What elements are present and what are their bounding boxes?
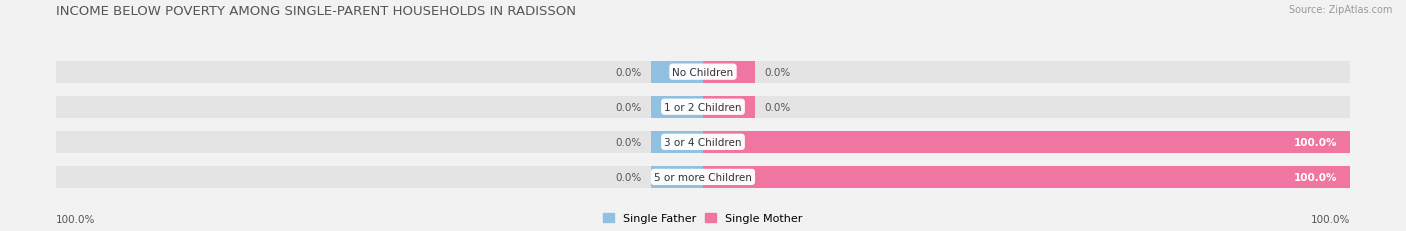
Text: 100.0%: 100.0% (1310, 214, 1350, 225)
Bar (651, 131, 703, 153)
Bar (56, 97, 703, 118)
Text: 0.0%: 0.0% (616, 67, 641, 77)
Text: 100.0%: 100.0% (1294, 172, 1337, 182)
Bar (703, 97, 755, 118)
Bar (703, 97, 1350, 118)
Bar (703, 166, 1350, 188)
Text: 0.0%: 0.0% (765, 102, 790, 112)
Bar (703, 61, 755, 83)
Text: 0.0%: 0.0% (616, 172, 641, 182)
Text: 100.0%: 100.0% (56, 214, 96, 225)
Text: Source: ZipAtlas.com: Source: ZipAtlas.com (1288, 5, 1392, 15)
Bar (56, 131, 703, 153)
Text: 1 or 2 Children: 1 or 2 Children (664, 102, 742, 112)
Bar (703, 131, 1350, 153)
Bar (651, 166, 703, 188)
Text: INCOME BELOW POVERTY AMONG SINGLE-PARENT HOUSEHOLDS IN RADISSON: INCOME BELOW POVERTY AMONG SINGLE-PARENT… (56, 5, 576, 18)
Text: 3 or 4 Children: 3 or 4 Children (664, 137, 742, 147)
Bar (703, 166, 1350, 188)
Text: No Children: No Children (672, 67, 734, 77)
Text: 100.0%: 100.0% (1294, 137, 1337, 147)
Legend: Single Father, Single Mother: Single Father, Single Mother (603, 213, 803, 223)
Bar (703, 61, 1350, 83)
Text: 0.0%: 0.0% (765, 67, 790, 77)
Bar (651, 97, 703, 118)
Bar (703, 131, 1350, 153)
Bar (56, 61, 703, 83)
Text: 5 or more Children: 5 or more Children (654, 172, 752, 182)
Text: 0.0%: 0.0% (616, 102, 641, 112)
Text: 0.0%: 0.0% (616, 137, 641, 147)
Bar (651, 61, 703, 83)
Bar (56, 166, 703, 188)
